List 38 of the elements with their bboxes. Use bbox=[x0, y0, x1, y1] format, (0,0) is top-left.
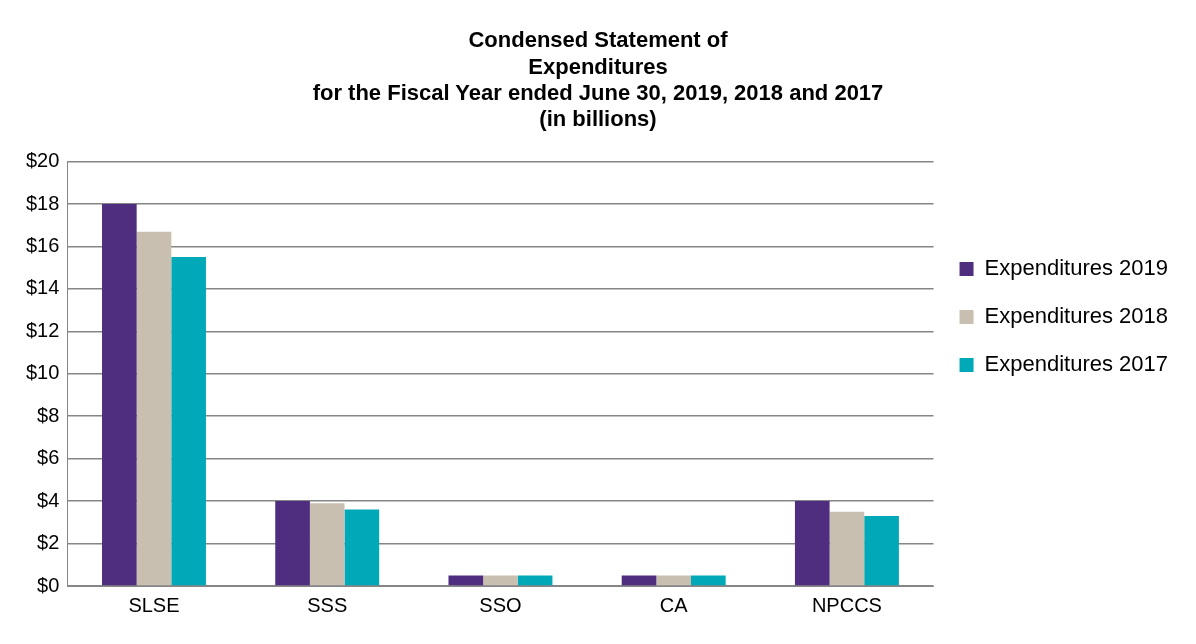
bar bbox=[829, 511, 865, 586]
bar bbox=[448, 575, 484, 586]
y-tick-label: $16 bbox=[25, 234, 60, 256]
y-tick-label: $14 bbox=[25, 276, 60, 299]
bar bbox=[621, 575, 657, 586]
x-tick-label: SSO bbox=[479, 593, 522, 616]
bar bbox=[517, 575, 553, 586]
y-tick-label: $8 bbox=[37, 403, 60, 426]
x-tick-label: CA bbox=[659, 593, 689, 616]
legend-label: Expenditures 2018 bbox=[984, 303, 1168, 329]
text: for the Fiscal Year ended June 30, 2019, 2018 and 2017 bbox=[312, 80, 884, 106]
text: Condensed Statement of bbox=[468, 27, 728, 53]
bar bbox=[794, 501, 830, 586]
bar bbox=[483, 575, 518, 586]
y-tick-label: $12 bbox=[25, 318, 60, 341]
bar bbox=[171, 257, 206, 586]
bar bbox=[102, 204, 137, 586]
legend-label: Expenditures 2017 bbox=[984, 351, 1168, 377]
y-tick-label: $10 bbox=[25, 361, 60, 384]
bar bbox=[864, 515, 899, 586]
legend-label: Expenditures 2019 bbox=[984, 255, 1168, 281]
x-tick-label: NPCCS bbox=[811, 593, 882, 616]
y-tick-label: $20 bbox=[25, 149, 60, 172]
y-tick-label: $2 bbox=[37, 531, 60, 554]
y-tick-label: $18 bbox=[25, 191, 60, 214]
bar bbox=[656, 575, 692, 586]
y-tick-label: $6 bbox=[37, 446, 60, 469]
x-tick-label: SSS bbox=[307, 593, 348, 616]
bar bbox=[344, 509, 380, 586]
text: (in billions) bbox=[539, 106, 657, 132]
text: Expenditures bbox=[528, 53, 668, 79]
x-tick-label: SLSE bbox=[128, 593, 180, 616]
bar bbox=[275, 501, 310, 586]
bar bbox=[309, 503, 345, 586]
bar bbox=[691, 575, 726, 586]
y-tick-label: $4 bbox=[37, 488, 60, 511]
bar bbox=[136, 231, 172, 586]
y-tick-label: $0 bbox=[37, 573, 60, 596]
